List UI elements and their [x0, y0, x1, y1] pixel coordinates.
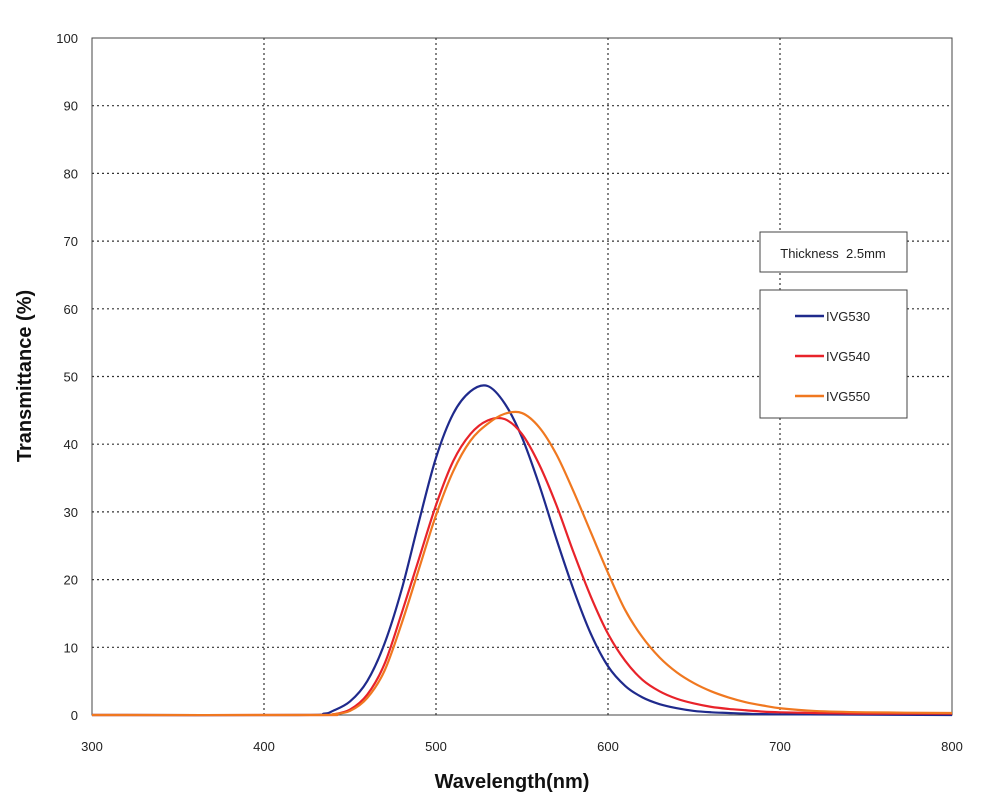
y-tick-label: 80	[64, 166, 78, 181]
legend-label: IVG550	[826, 389, 870, 404]
y-tick-label: 30	[64, 505, 78, 520]
y-tick-labels: 0 10 20 30 40 50 60 70 80 90 100	[56, 31, 78, 723]
series-line-ivg550	[91, 410, 953, 717]
y-tick-label: 70	[64, 234, 78, 249]
y-tick-label: 50	[64, 370, 78, 385]
x-tick-labels: 300 400 500 600 700 800	[81, 739, 963, 754]
x-tick-label: 500	[425, 739, 447, 754]
y-axis-title: Transmittance (%)	[14, 290, 36, 462]
x-tick-label: 600	[597, 739, 619, 754]
legend-label: IVG540	[826, 349, 870, 364]
y-tick-label: 0	[71, 708, 78, 723]
y-tick-label: 10	[64, 640, 78, 655]
x-tick-label: 800	[941, 739, 963, 754]
x-tick-label: 300	[81, 739, 103, 754]
series-line-ivg530	[91, 384, 953, 717]
y-tick-label: 40	[64, 437, 78, 452]
y-tick-label: 60	[64, 302, 78, 317]
x-axis-title: Wavelength(nm)	[435, 771, 590, 793]
x-tick-label: 400	[253, 739, 275, 754]
y-tick-label: 20	[64, 573, 78, 588]
series-lines	[91, 384, 953, 717]
legend-label: IVG530	[826, 309, 870, 324]
series-line-ivg540	[91, 416, 953, 717]
x-tick-label: 700	[769, 739, 791, 754]
y-tick-label: 100	[56, 31, 78, 46]
thickness-annotation: Thickness 2.5mm	[759, 231, 908, 273]
legend: IVG530 IVG540 IVG550	[759, 289, 908, 419]
thickness-label: Thickness 2.5mm	[780, 246, 885, 261]
y-tick-label: 90	[64, 99, 78, 114]
